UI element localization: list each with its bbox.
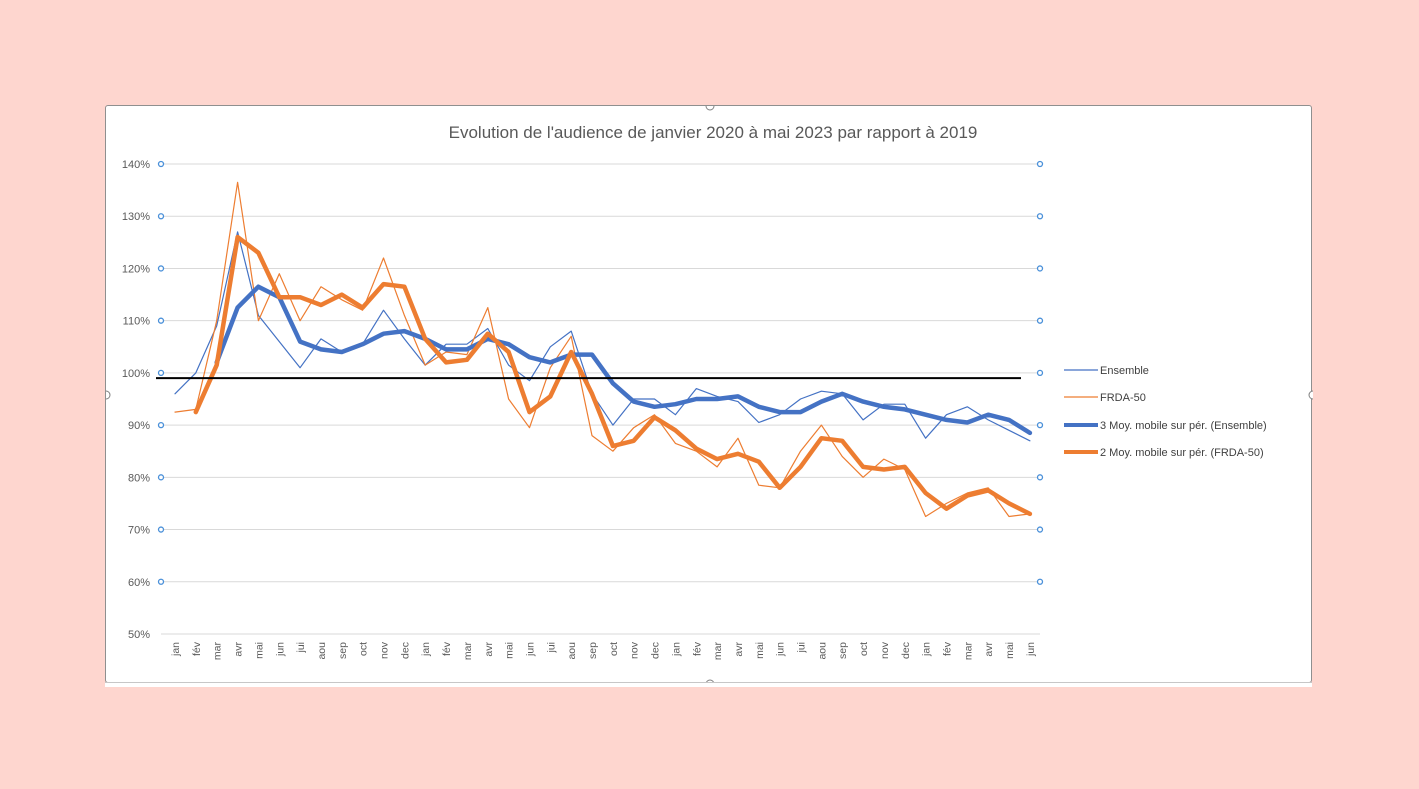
handle-left[interactable] (157, 317, 165, 324)
x-tick-label: mar (962, 642, 974, 661)
x-tick-label: avr (733, 642, 745, 657)
y-tick-label: 110% (123, 316, 151, 328)
gridlines (161, 163, 1040, 635)
x-tick-label: mar (712, 642, 724, 661)
x-tick-label: aou (566, 642, 578, 660)
x-tick-label: jun (274, 642, 286, 657)
handle-right[interactable] (1036, 369, 1044, 377)
x-tick-label: oct (608, 642, 620, 656)
x-tick-label: fév (691, 641, 703, 656)
series-line-3 (214, 284, 1033, 436)
x-tick-label: mar (462, 642, 474, 661)
x-tick-label: mai (504, 642, 516, 659)
chart-area[interactable]: Evolution de l'audience de janvier 2020 … (105, 105, 1313, 684)
x-tick-label: oct (858, 642, 870, 656)
legend: Ensemble FRDA-50 3 Moy. mobile sur pér. (E… (1064, 365, 1267, 459)
handle-right[interactable] (1036, 526, 1044, 533)
x-tick-label: dec (650, 642, 662, 659)
x-tick-label: nov (629, 641, 641, 659)
x-tick-label: mar (212, 642, 224, 661)
legend-label: 2 Moy. mobile sur pér. (FRDA-50) (1100, 447, 1264, 459)
x-tick-label: jan (170, 642, 182, 657)
x-tick-label: fév (191, 641, 203, 656)
x-tick-label: avr (483, 642, 495, 657)
x-tick-label: nov (379, 641, 391, 659)
handle-right[interactable] (1036, 421, 1044, 429)
handle-right[interactable] (1036, 317, 1044, 324)
y-tick-label: 130% (122, 211, 150, 223)
resize-handle[interactable] (705, 106, 715, 111)
x-tick-label: mai (253, 642, 265, 659)
y-tick-label: 120% (122, 263, 150, 275)
y-tick-label: 70% (128, 525, 150, 537)
chart-svg: Evolution de l'audience de janvier 2020 … (106, 106, 1313, 684)
handle-left[interactable] (157, 526, 165, 533)
series-line-2 (174, 181, 1031, 518)
resize-handle[interactable] (106, 390, 111, 400)
handle-left[interactable] (157, 265, 165, 272)
x-tick-label: avr (233, 642, 245, 657)
resize-handle[interactable] (1308, 390, 1313, 400)
legend-label: Ensemble (1100, 365, 1149, 377)
x-tick-label: jun (775, 642, 787, 657)
handle-right[interactable] (1036, 474, 1044, 481)
x-tick-label: jan (670, 642, 682, 657)
y-tick-label: 90% (128, 420, 150, 432)
y-axis-tick-labels: 50% 60% 70% 80% 90% 100% 110% 120% 130% 140% (122, 159, 150, 641)
y-tick-label: 50% (128, 629, 150, 641)
x-tick-label: oct (358, 642, 370, 656)
handle-left[interactable] (157, 160, 165, 168)
x-tick-label: sep (337, 642, 349, 659)
handle-left[interactable] (157, 474, 165, 481)
x-tick-label: jui (545, 642, 557, 654)
x-tick-label: aou (316, 642, 328, 660)
legend-label: FRDA-50 (1100, 392, 1146, 404)
x-tick-label: mai (1004, 642, 1016, 659)
x-tick-label: dec (900, 642, 912, 659)
series-lines (156, 181, 1033, 518)
x-tick-label: sep (837, 642, 849, 659)
handle-left[interactable] (157, 369, 165, 377)
x-tick-label: fév (441, 641, 453, 656)
x-tick-label: jui (796, 642, 808, 654)
handle-right[interactable] (1036, 265, 1044, 272)
handle-right[interactable] (1036, 160, 1044, 168)
x-tick-label: sep (587, 642, 599, 659)
sheet-gridline-strip (105, 682, 1312, 687)
series-line-1 (174, 231, 1031, 442)
x-tick-label: dec (399, 642, 411, 659)
x-tick-label: jun (1025, 642, 1037, 657)
legend-label: 3 Moy. mobile sur pér. (Ensemble) (1100, 420, 1267, 432)
handle-right[interactable] (1036, 213, 1044, 220)
x-tick-label: jan (921, 642, 933, 657)
y-tick-label: 100% (122, 368, 150, 380)
y-tick-label: 80% (128, 472, 150, 484)
handle-left[interactable] (157, 421, 165, 429)
x-tick-label: avr (983, 642, 995, 657)
handle-left[interactable] (157, 578, 165, 585)
y-tick-label: 140% (122, 159, 150, 171)
y-tick-label: 60% (128, 577, 150, 589)
x-tick-label: jui (295, 642, 307, 654)
x-tick-label: aou (816, 642, 828, 660)
handle-left[interactable] (157, 213, 165, 220)
handle-right[interactable] (1036, 578, 1044, 585)
x-tick-label: fév (941, 641, 953, 656)
x-axis-tick-labels: jan fév mar avr mai jun jui aou sep oct nov dec jan f… (170, 641, 1037, 660)
chart-title: Evolution de l'audience de janvier 2020 … (449, 123, 978, 142)
selection-handles[interactable] (106, 106, 1313, 684)
x-tick-label: jan (420, 642, 432, 657)
x-tick-label: mai (754, 642, 766, 659)
x-tick-label: nov (879, 641, 891, 659)
series-line-4 (193, 234, 1033, 517)
x-tick-label: jun (524, 642, 536, 657)
